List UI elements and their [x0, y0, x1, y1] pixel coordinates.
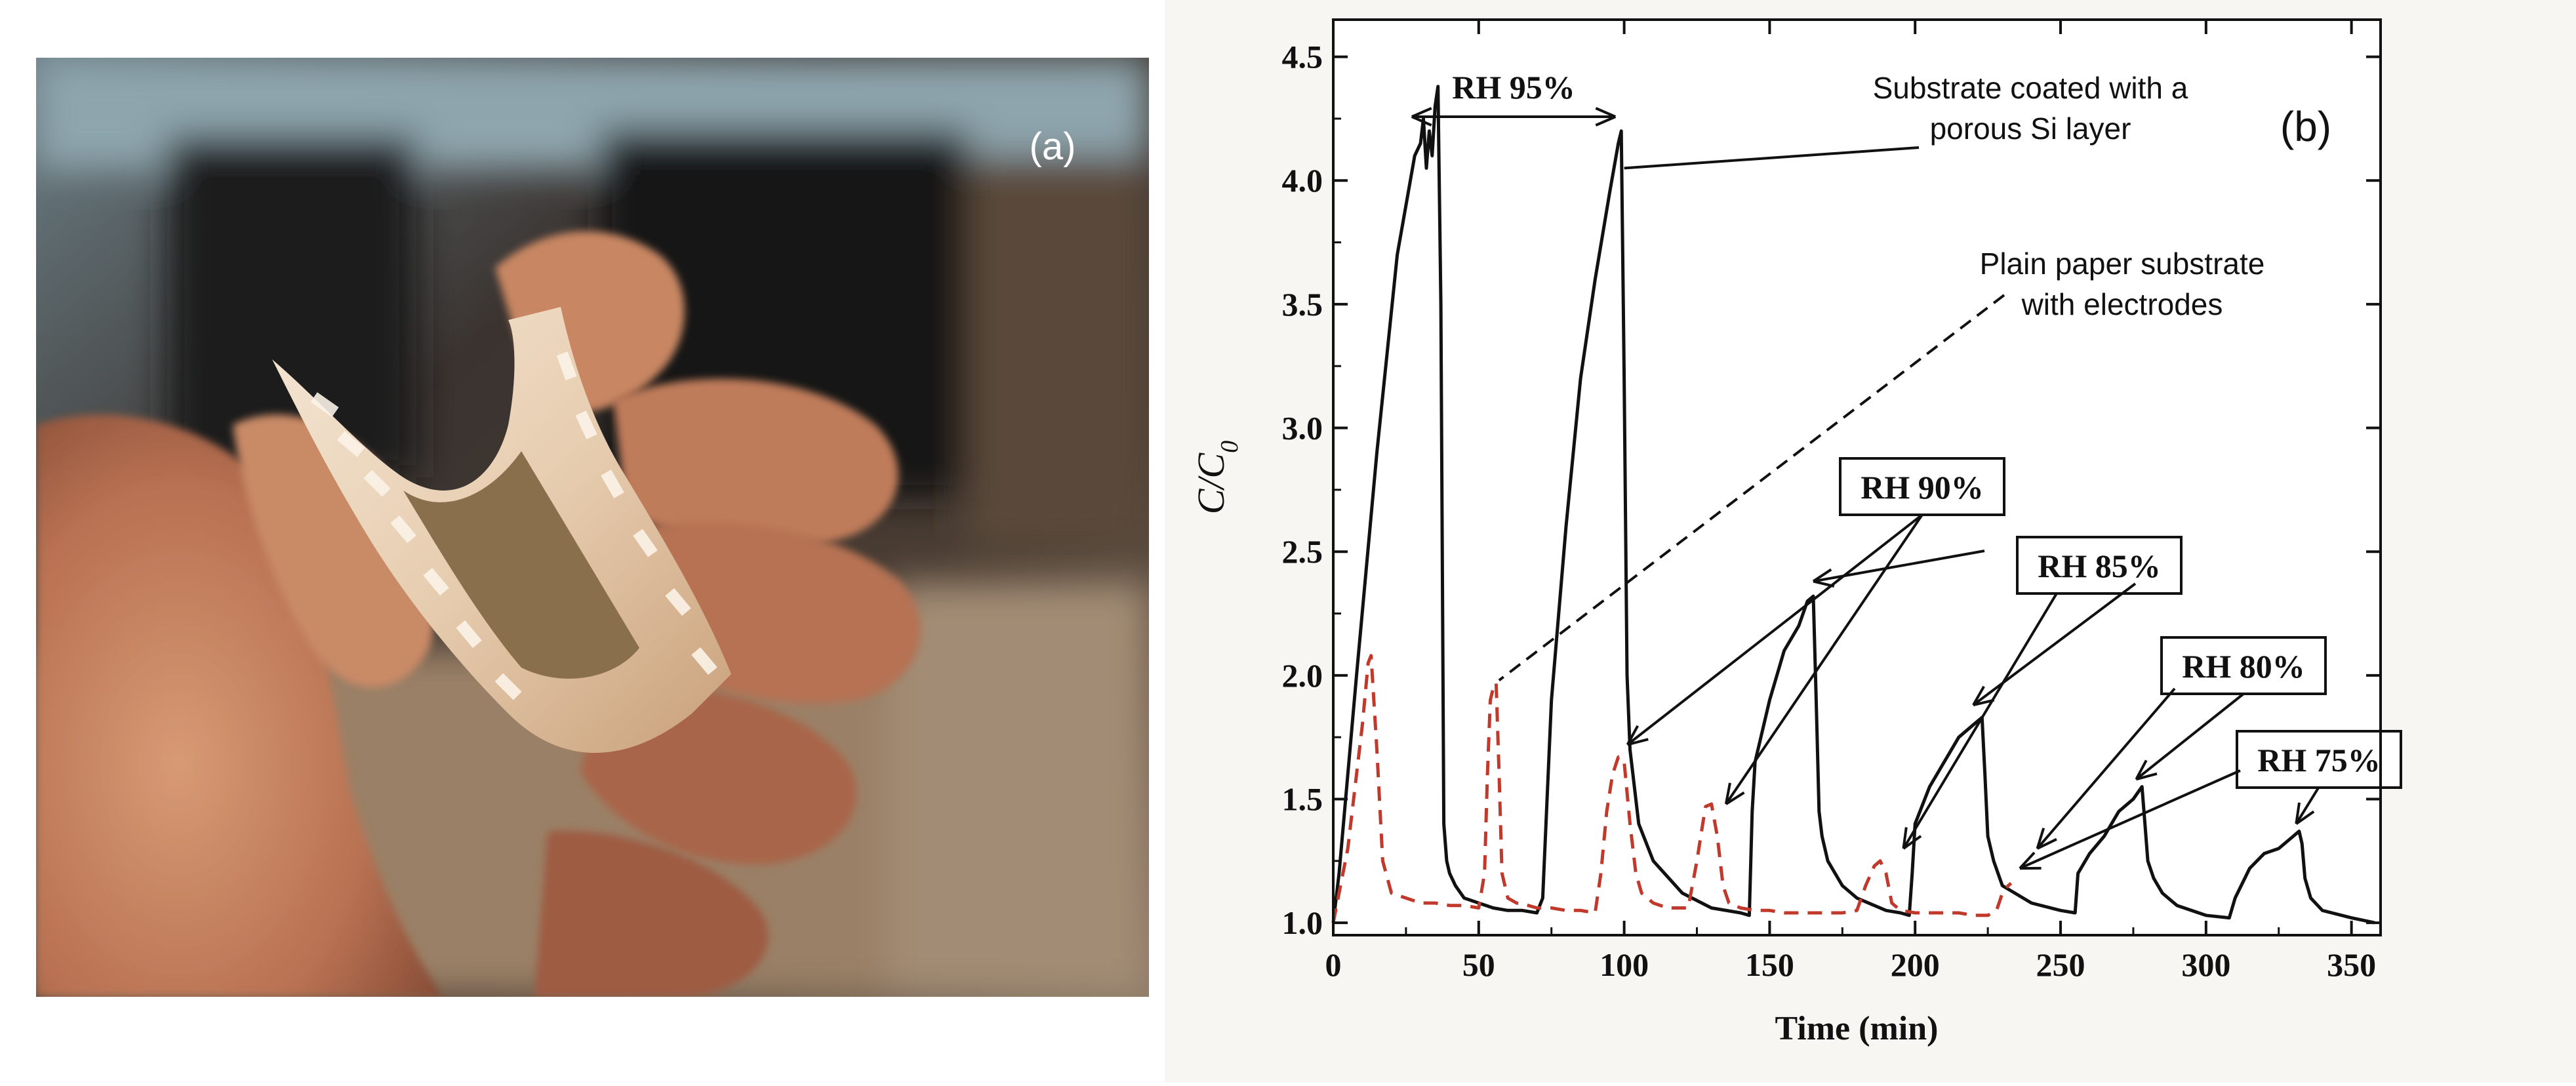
y-tick-label: 3.5 — [1282, 286, 1323, 323]
plain-paper-pointer — [1498, 294, 2005, 681]
y-tick-label: 1.0 — [1282, 904, 1323, 941]
rh80-label: RH 80% — [2182, 648, 2305, 685]
series-line-plain-paper — [1331, 654, 2013, 923]
y-tick-label: 3.0 — [1282, 410, 1323, 447]
rh80-arrow-plain — [2036, 687, 2176, 850]
arrow-head — [1724, 782, 1745, 805]
arrow-head — [1812, 568, 1835, 588]
x-tick-label: 200 — [1891, 946, 1940, 983]
panel-b-label: (b) — [2280, 103, 2331, 150]
rh90-arrow-plain — [1725, 513, 1923, 805]
x-tick-label: 300 — [2181, 946, 2230, 983]
photo-panel: (a) — [36, 58, 1149, 997]
arrow-head — [2135, 759, 2158, 781]
humidity-chart: RH 95% Substrate coated with a porous Si l… — [1165, 0, 2576, 1083]
rh85-box — [2016, 536, 2183, 595]
porous-si-label-line2: porous Si layer — [1930, 111, 2131, 146]
series-line-porous-si — [1331, 85, 2375, 925]
rh75-arrow-down — [2295, 786, 2320, 825]
plain-paper-label-line1: Plain paper substrate — [1980, 247, 2265, 281]
sensor-photo: (a) — [36, 58, 1149, 997]
rh75-label: RH 75% — [2257, 742, 2381, 778]
rh80-arrow-down — [2135, 693, 2245, 780]
y-axis-title: C/C0 — [1190, 441, 1243, 515]
porous-si-pointer — [1624, 146, 1920, 170]
x-tick-label: 350 — [2327, 946, 2376, 983]
arrow-head — [1595, 107, 1617, 127]
rh90-label: RH 90% — [1861, 469, 1984, 506]
arrow-head — [2019, 851, 2042, 870]
rh75-arrow-plain — [2019, 769, 2241, 870]
plot-frame — [1332, 18, 2382, 936]
panel-a-label: (a) — [1030, 125, 1076, 168]
y-tick-label: 4.5 — [1282, 39, 1323, 75]
y-axis-title-sub: 0 — [1216, 441, 1243, 453]
y-tick-label: 2.0 — [1282, 657, 1323, 694]
rh90-arrow-down — [1813, 550, 1985, 583]
rh90-arrow-porous — [1626, 513, 1923, 746]
arrow-head — [2295, 802, 2315, 825]
arrow-head — [1902, 827, 1922, 850]
x-tick-label: 50 — [1462, 946, 1495, 983]
chart-panel: RH 95% Substrate coated with a porous Si l… — [1165, 0, 2576, 1083]
porous-si-label-line1: Substrate coated with a — [1873, 71, 2188, 105]
x-tick-label: 0 — [1325, 946, 1342, 983]
arrow-head — [2036, 828, 2057, 850]
arrow-head — [1411, 107, 1432, 127]
plain-paper-label-line2: with electrodes — [2021, 287, 2223, 321]
sensor-paper — [272, 307, 731, 753]
y-tick-label: 2.5 — [1282, 533, 1323, 570]
x-axis-title: Time (min) — [1775, 1010, 1939, 1047]
x-tick-label: 250 — [2036, 946, 2085, 983]
y-tick-label: 4.0 — [1282, 162, 1323, 199]
rh95-label: RH 95% — [1452, 69, 1575, 106]
rh85-label: RH 85% — [2038, 548, 2161, 584]
rh85-arrow-plain — [1902, 592, 2058, 849]
x-tick-label: 100 — [1600, 946, 1649, 983]
rh80-box — [2160, 636, 2327, 695]
y-tick-label: 1.5 — [1282, 780, 1323, 817]
x-tick-label: 150 — [1745, 946, 1794, 983]
y-axis-title-main: C/C — [1190, 452, 1232, 514]
arrow-head — [1626, 725, 1649, 746]
